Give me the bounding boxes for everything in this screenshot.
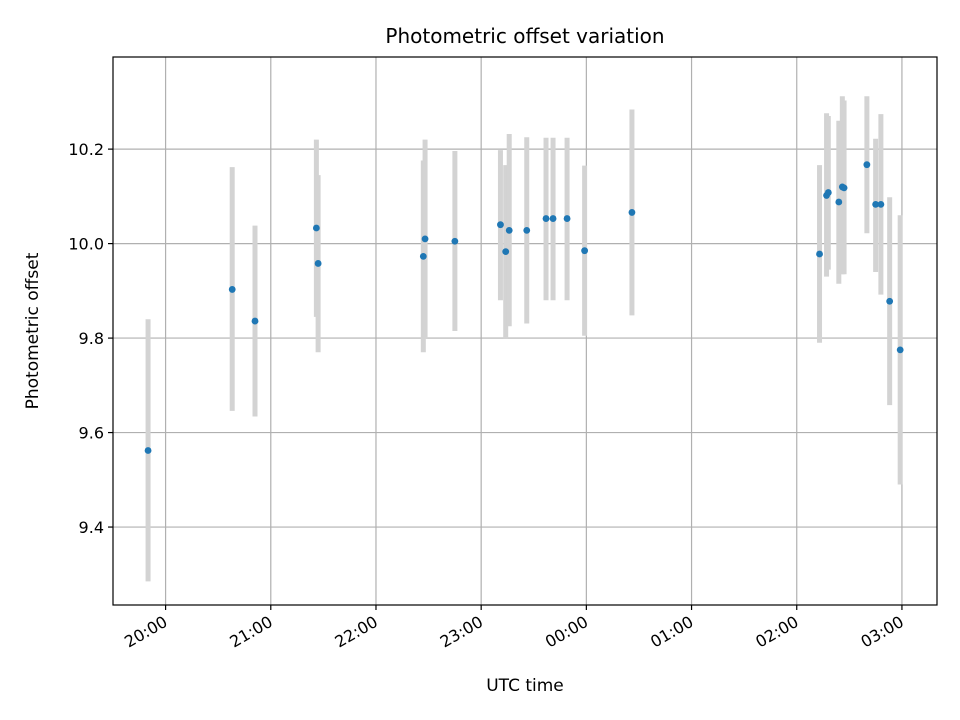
data-point [421,235,429,243]
data-point [497,221,504,229]
plot-frame [112,56,938,606]
data-point [563,215,571,222]
data-point [312,224,320,232]
y-tick-label: 9.4 [79,518,104,537]
data-point [824,189,832,196]
y-tick-label: 9.6 [79,424,104,443]
data-point [144,447,152,454]
data-point [628,209,636,216]
y-tick-label: 9.8 [79,329,104,348]
y-tick-label: 10.2 [68,140,104,159]
x-axis-label: UTC time [486,676,564,696]
y-tick-label: 10.0 [68,235,104,254]
data-point [877,200,885,208]
data-point [451,237,459,245]
data-point [896,346,904,354]
data-point [505,226,513,234]
data-point [872,200,880,208]
data-point [835,198,843,206]
chart-title: Photometric offset variation [385,24,664,48]
data-point [863,161,871,169]
data-point [523,226,531,234]
data-point [251,317,259,325]
data-point [502,248,510,256]
data-point [314,260,322,267]
y-axis-label: Photometric offset [23,252,43,409]
data-point [542,215,550,222]
data-point [419,252,427,260]
data-point [549,215,557,222]
data-point [228,286,236,293]
data-point [581,247,589,255]
data-point [816,250,823,258]
data-point [840,184,848,192]
data-point [886,297,894,305]
data-points [144,161,904,454]
